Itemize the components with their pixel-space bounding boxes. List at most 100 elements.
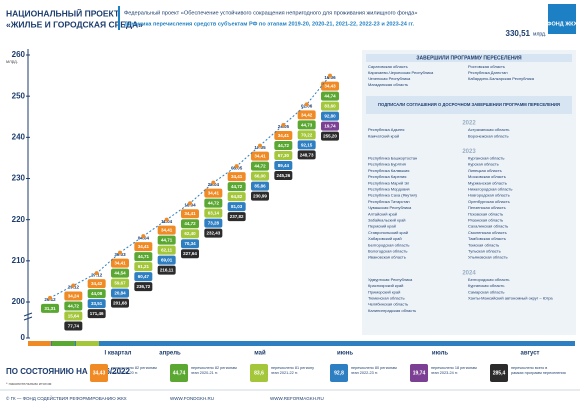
pill (204, 218, 223, 228)
pill (251, 161, 269, 171)
legend-text: перечислено всего в рамках программ перес… (511, 366, 566, 375)
cumulative-point (328, 73, 332, 78)
pill (274, 160, 293, 170)
pill (321, 101, 339, 111)
pill-value: 60,47 (138, 274, 150, 279)
region: Тюменская область (368, 295, 405, 300)
pill-value: 63,14 (208, 211, 220, 216)
region: Чувашская Республика (368, 205, 412, 210)
legend-swatch (330, 364, 348, 382)
pill-value: 201,68 (113, 300, 127, 305)
panel-heading-bg (366, 96, 572, 114)
cumulative-point (258, 143, 262, 148)
region: Алтайский край (368, 211, 397, 216)
axis-break (23, 312, 33, 321)
pill (111, 288, 129, 298)
legend-swatch (410, 364, 428, 382)
pill-value: 61,21 (138, 264, 150, 269)
cumulative-point (188, 201, 192, 206)
pill (64, 321, 83, 331)
logo (548, 4, 576, 34)
cumulative-point (141, 234, 146, 239)
pill-value: 81,03 (231, 204, 243, 209)
pill-value: 44,72 (68, 303, 80, 308)
region: Республика Дагестан (468, 70, 508, 75)
region: Ставропольский край (368, 230, 408, 235)
pill (157, 245, 176, 255)
region: Ханты-Мансийский автономный округ – Югра (468, 295, 553, 300)
y-tick-label: 210 (12, 256, 26, 265)
region: Приморский край (368, 289, 400, 294)
pill (181, 249, 199, 259)
pill (204, 208, 223, 218)
copyright: © ГК — ФОНД СОДЕЙСТВИЯ РЕФОРМИРОВАНИЮ ЖК… (6, 394, 127, 401)
pill-value: 92,15 (301, 142, 313, 147)
pill (321, 91, 339, 101)
cumulative-point (94, 271, 99, 276)
pill-value: 70,22 (301, 132, 313, 137)
region: Смоленская область (468, 230, 507, 235)
pill (181, 219, 199, 229)
pill (227, 212, 246, 222)
y-tick-label: 230 (12, 174, 26, 183)
pill (87, 309, 106, 319)
region: Курганская область (468, 155, 504, 160)
region: Оренбургская область (468, 199, 510, 204)
pill (274, 150, 293, 160)
region: Республика Мордовия (368, 186, 410, 191)
region: Московская область (468, 174, 506, 179)
y-tick-label: 260 (12, 50, 26, 59)
legend-text: перечислено 82 регионам этап 2019-20 гг. (111, 366, 157, 375)
legend-text: перечислено 82 регионам этап 2020-21 гг. (191, 366, 237, 375)
pill (181, 209, 199, 219)
legend-value: 285,4 (493, 370, 506, 376)
pill (204, 188, 223, 198)
pill (134, 252, 153, 262)
pill (204, 198, 223, 208)
pill (204, 228, 223, 238)
pill-value: 237,82 (230, 214, 244, 219)
pill-value: 34,24 (68, 293, 80, 298)
pill (297, 120, 316, 130)
region: Республика Адыгея (368, 127, 404, 132)
cumulative-point (211, 180, 216, 185)
pill-value: 248,73 (300, 152, 314, 157)
legend-text: перечислено 81 региону этап 2021-22 гг. (271, 366, 314, 375)
pill-value: 20,84 (114, 290, 126, 295)
pill-value: 31,31 (44, 306, 56, 311)
pill (297, 110, 316, 120)
pill (134, 262, 153, 272)
pill-value: 232,43 (206, 231, 220, 236)
pill (227, 182, 246, 192)
pill (251, 151, 269, 161)
title: Федеральный проект «Обеспечение устойчив… (124, 9, 417, 16)
region: Ульяновская область (468, 255, 508, 260)
region: Сахалинская область (468, 224, 508, 229)
pill-value: 245,26 (276, 173, 290, 178)
pill-value: 33,51 (91, 301, 103, 306)
pill-value: 62,11 (161, 248, 173, 253)
region: Республика Бурятия (368, 162, 406, 167)
region: Красноярский край (368, 283, 403, 288)
pill (111, 298, 129, 308)
pill (297, 150, 316, 160)
pill (181, 239, 199, 249)
pill (134, 282, 153, 292)
pill (274, 130, 293, 140)
region: Мурманская область (468, 180, 507, 185)
pill-value: 44,72 (278, 143, 290, 148)
region: Карачаево-Черкесская Республика (368, 70, 434, 75)
y-tick-label: 0 (21, 333, 26, 342)
region: Тамбовская область (468, 236, 506, 241)
region: Республика Татарстан (368, 199, 410, 204)
pill (157, 265, 176, 275)
pill-value: 44,72 (208, 201, 220, 206)
pill (87, 289, 106, 299)
region: Саратовская область (368, 64, 408, 69)
cumulative-point (48, 295, 52, 300)
region: Хабаровский край (368, 236, 402, 241)
region: Республика Саха (Якутия) (368, 193, 417, 198)
region: Курганская область (468, 283, 504, 288)
pill-value: 34,41 (278, 133, 290, 138)
